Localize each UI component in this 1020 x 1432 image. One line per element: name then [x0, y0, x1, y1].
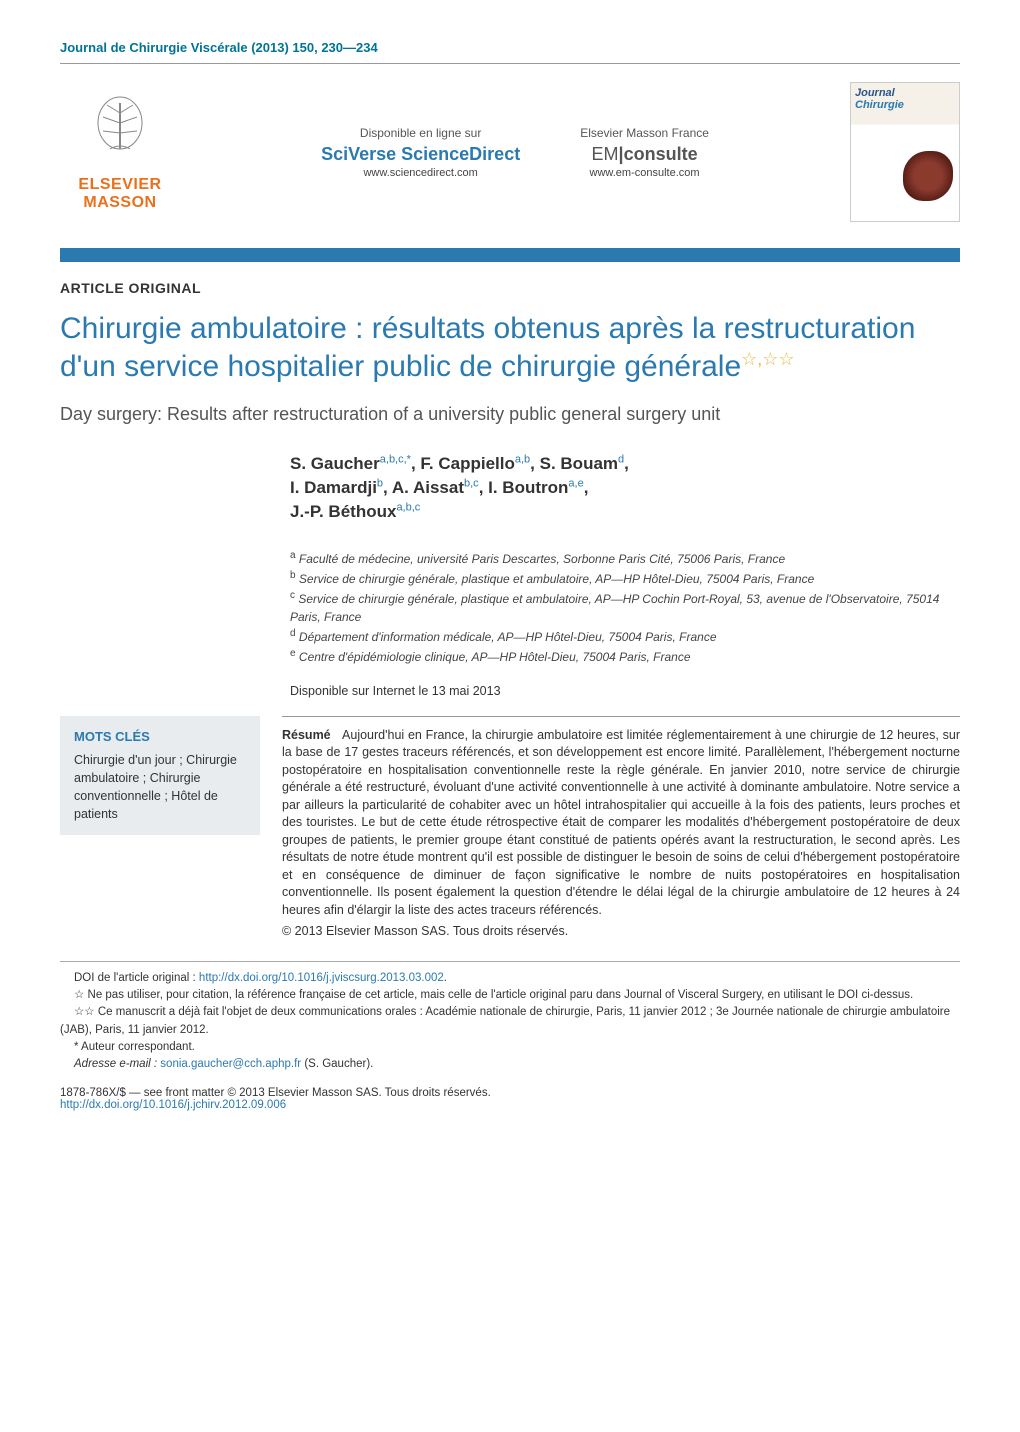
article-subtitle-en: Day surgery: Results after restructurati… [60, 403, 960, 426]
author: A. Aissatb,c [392, 478, 479, 497]
article-title: Chirurgie ambulatoire : résultats obtenu… [60, 310, 960, 385]
issn-copyright-line: 1878-786X/$ — see front matter © 2013 El… [60, 1087, 960, 1099]
journal-reference: Journal de Chirurgie Viscérale (2013) 15… [60, 40, 960, 55]
authors-affil-block: S. Gauchera,b,c,*, F. Cappielloa,b, S. B… [290, 452, 960, 697]
publisher-logo: ELSEVIER MASSON [60, 93, 180, 212]
footnote-rule [60, 961, 960, 962]
sciencedirect-url[interactable]: www.sciencedirect.com [321, 167, 520, 179]
affiliation: b Service de chirurgie générale, plastiq… [290, 568, 960, 588]
author-email-link[interactable]: sonia.gaucher@cch.aphp.fr [160, 1058, 301, 1070]
cover-image-icon [903, 151, 953, 201]
elsevier-tree-icon [60, 93, 180, 172]
author: I. Damardjib [290, 478, 383, 497]
keywords-box: MOTS CLÉS Chirurgie d'un jour ; Chirurgi… [60, 716, 260, 835]
author: I. Boutrona,e [488, 478, 584, 497]
author: S. Bouamd [540, 454, 625, 473]
author: J.-P. Béthouxa,b,c [290, 502, 420, 521]
footer-meta: 1878-786X/$ — see front matter © 2013 El… [60, 1087, 960, 1111]
keywords-items: Chirurgie d'un jour ; Chirurgie ambulato… [74, 751, 246, 824]
abstract-row: MOTS CLÉS Chirurgie d'un jour ; Chirurgi… [60, 716, 960, 941]
keywords-heading: MOTS CLÉS [74, 728, 246, 747]
blue-divider-bar [60, 248, 960, 262]
emconsulte-block: Elsevier Masson France EM|consulte www.e… [580, 126, 709, 179]
sciencedirect-block: Disponible en ligne sur SciVerse Science… [321, 126, 520, 179]
emconsulte-brand: EM|consulte [580, 144, 709, 165]
abstract-copyright: © 2013 Elsevier Masson SAS. Tous droits … [282, 923, 960, 941]
publisher-name: ELSEVIER MASSON [60, 176, 180, 212]
article-doi-link[interactable]: http://dx.doi.org/10.1016/j.jchirv.2012.… [60, 1099, 286, 1111]
authors-list: S. Gauchera,b,c,*, F. Cappielloa,b, S. B… [290, 452, 960, 523]
article-type: ARTICLE ORIGINAL [60, 280, 960, 296]
affiliation: a Faculté de médecine, université Paris … [290, 548, 960, 568]
affiliation: d Département d'information médicale, AP… [290, 626, 960, 646]
affiliations-list: a Faculté de médecine, université Paris … [290, 548, 960, 666]
abstract-column: Résumé Aujourd'hui en France, la chirurg… [282, 716, 960, 941]
original-doi-link[interactable]: http://dx.doi.org/10.1016/j.jviscsurg.20… [199, 972, 444, 984]
footnote-star1: ☆ Ne pas utiliser, pour citation, la réf… [60, 987, 960, 1004]
top-rule [60, 63, 960, 64]
article-first-page: Journal de Chirurgie Viscérale (2013) 15… [0, 0, 1020, 1141]
header-row: ELSEVIER MASSON Disponible en ligne sur … [60, 78, 960, 238]
abstract-body: Aujourd'hui en France, la chirurgie ambu… [282, 728, 960, 917]
author: F. Cappielloa,b [420, 454, 530, 473]
footnote-star2: ☆☆ Ce manuscrit a déjà fait l'objet de d… [60, 1004, 960, 1039]
title-footnote-marks: ☆,☆☆ [741, 349, 794, 369]
sciencedirect-brand: SciVerse ScienceDirect [321, 144, 520, 165]
available-online-date: Disponible sur Internet le 13 mai 2013 [290, 684, 960, 698]
online-sources: Disponible en ligne sur SciVerse Science… [200, 126, 830, 179]
corresponding-author: * Auteur correspondant. [74, 1039, 960, 1056]
affiliation: e Centre d'épidémiologie clinique, AP—HP… [290, 646, 960, 666]
journal-cover-thumbnail: Journal Chirurgie [850, 82, 960, 222]
source-label: Elsevier Masson France [580, 126, 709, 140]
emconsulte-url[interactable]: www.em-consulte.com [580, 167, 709, 179]
footnotes: DOI de l'article original : http://dx.do… [60, 970, 960, 1074]
source-label: Disponible en ligne sur [321, 126, 520, 140]
affiliation: c Service de chirurgie générale, plastiq… [290, 588, 960, 626]
email-line: Adresse e-mail : sonia.gaucher@cch.aphp.… [74, 1056, 960, 1073]
original-doi-line: DOI de l'article original : http://dx.do… [74, 970, 960, 987]
abstract-heading: Résumé [282, 728, 331, 742]
author: S. Gauchera,b,c,* [290, 454, 411, 473]
